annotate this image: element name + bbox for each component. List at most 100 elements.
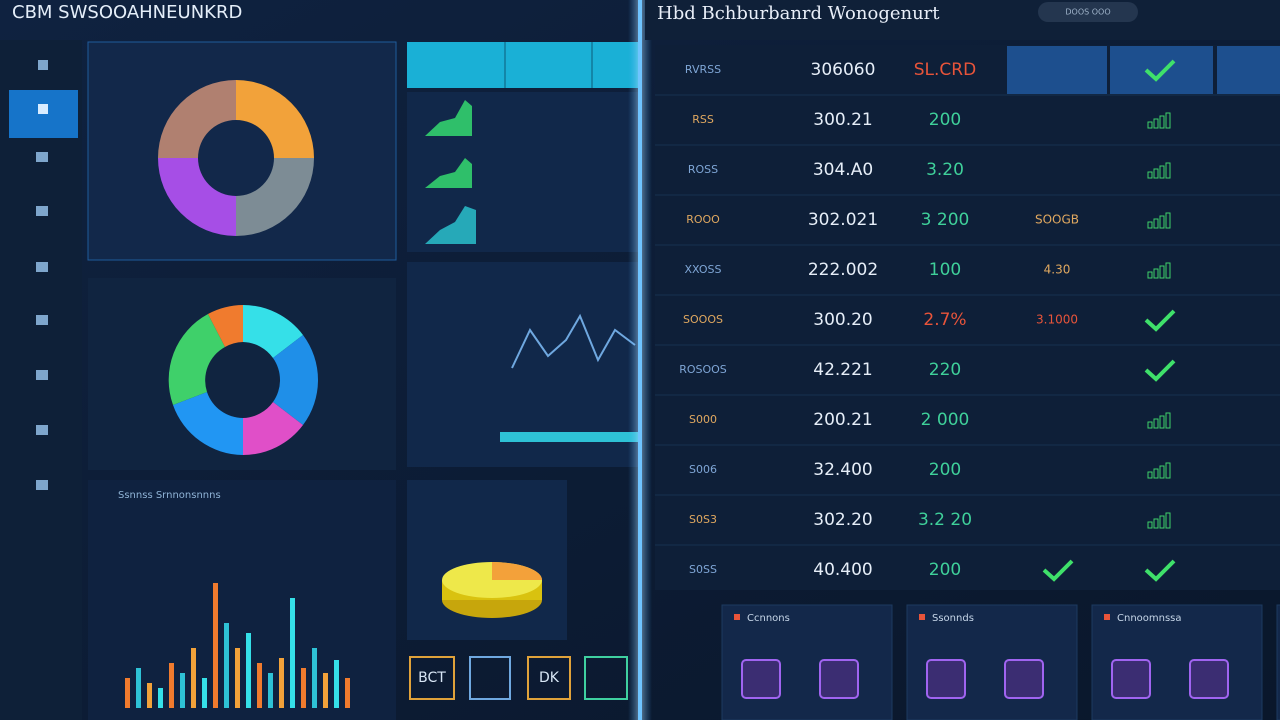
card-icon — [926, 659, 966, 699]
bar — [213, 583, 218, 708]
bar-icon — [1153, 218, 1159, 229]
card-icon — [1189, 659, 1229, 699]
cell-value: 32.400 — [813, 460, 872, 480]
cell-value: 40.400 — [813, 560, 872, 580]
bar — [290, 598, 295, 708]
divider — [638, 0, 642, 720]
row-label: S0S3 — [689, 513, 717, 526]
bar — [257, 663, 262, 708]
bar-icon — [1159, 215, 1165, 229]
app-title: CBM SWSOOAHNEUNKRD — [12, 2, 242, 23]
sparklines — [425, 100, 476, 244]
header-cell — [1007, 46, 1107, 94]
bar-icon — [1159, 415, 1165, 429]
bar — [312, 648, 317, 708]
row-label: RSS — [692, 113, 714, 126]
bar-icon — [1147, 421, 1153, 429]
donut — [168, 305, 318, 455]
cell-change: 2 000 — [921, 410, 970, 430]
header-cell — [1217, 46, 1280, 94]
cell-tag: SOOGB — [1035, 213, 1079, 227]
tile-label: DK — [539, 670, 560, 686]
bar-icon — [1159, 165, 1165, 179]
card-title: Cnnoomnssa — [1117, 613, 1182, 624]
row-label: XXOSS — [685, 263, 722, 276]
cell-value: 300.20 — [813, 310, 872, 330]
cell-value: 300.21 — [813, 110, 872, 130]
bar — [235, 648, 240, 708]
bar — [169, 663, 174, 708]
tile[interactable] — [527, 656, 571, 700]
bar-icon — [1147, 521, 1153, 529]
bar-icon — [1165, 212, 1171, 229]
card-dot — [734, 614, 740, 620]
button[interactable] — [1038, 2, 1138, 22]
row-label: RVRSS — [685, 63, 721, 76]
cell-change: 220 — [929, 360, 961, 380]
panel — [407, 92, 640, 252]
bar-icon — [1165, 112, 1171, 129]
table — [655, 45, 1280, 590]
bar — [279, 658, 284, 708]
tile[interactable] — [469, 656, 511, 700]
bar-icon — [1165, 162, 1171, 179]
table-body: RVRSS 306060 SL.CRD RSS 300.21 200 ROSS 304.A0 3… — [655, 46, 1280, 582]
bar-icon — [1153, 268, 1159, 279]
topbar — [645, 0, 1280, 40]
header-cell — [1110, 46, 1213, 94]
tile[interactable] — [584, 656, 628, 700]
progress — [500, 432, 638, 442]
card-dot — [1104, 614, 1110, 620]
row-label: ROSS — [688, 163, 718, 176]
bar — [136, 668, 141, 708]
cell-value: 306060 — [811, 60, 876, 80]
row-label: S000 — [689, 413, 717, 426]
cell-change: 2.7% — [923, 310, 966, 330]
bar — [268, 673, 273, 708]
bar — [125, 678, 130, 708]
line-chart — [511, 313, 636, 369]
cell-value: 222.002 — [808, 260, 878, 280]
bar-icon — [1147, 271, 1153, 279]
cell-change: SL.CRD — [914, 60, 976, 80]
cell-change: 200 — [929, 560, 961, 580]
bar-icon — [1159, 265, 1165, 279]
bar-icon — [1159, 465, 1165, 479]
bar — [224, 623, 229, 708]
bar-icon — [1165, 462, 1171, 479]
bar-chart — [125, 583, 350, 708]
bar-icon — [1165, 412, 1171, 429]
workspace-title: Hbd Bchburbanrd Wonogenurt — [657, 3, 940, 24]
bar-icon — [1147, 221, 1153, 229]
card-dot — [919, 614, 925, 620]
bar-icon — [1147, 171, 1153, 179]
bar — [191, 648, 196, 708]
cell-tag: 4.30 — [1044, 263, 1071, 277]
bar-icon — [1153, 418, 1159, 429]
sidebar-icons — [36, 60, 48, 490]
cell-tag: 3.1000 — [1036, 313, 1078, 327]
check-icon — [1144, 59, 1176, 82]
bar — [345, 678, 350, 708]
tile-label: BCT — [418, 670, 446, 686]
check-icon — [1144, 309, 1176, 332]
bar-icon — [1165, 512, 1171, 529]
row-label: S0SS — [689, 563, 717, 576]
bar — [323, 673, 328, 708]
cell-change: 3.20 — [926, 160, 964, 180]
cell-value: 302.20 — [813, 510, 872, 530]
cell-value: 42.221 — [813, 360, 872, 380]
tile[interactable] — [409, 656, 455, 700]
bar — [301, 668, 306, 708]
row-label: ROOO — [686, 213, 720, 226]
bar — [202, 678, 207, 708]
check-icon — [1144, 359, 1176, 382]
cell-value: 200.21 — [813, 410, 872, 430]
card-title: Ssonnds — [932, 613, 974, 624]
pie-3d — [442, 562, 542, 618]
bar-icon — [1147, 121, 1153, 129]
card-icon — [1111, 659, 1151, 699]
row-label: S006 — [689, 463, 717, 476]
